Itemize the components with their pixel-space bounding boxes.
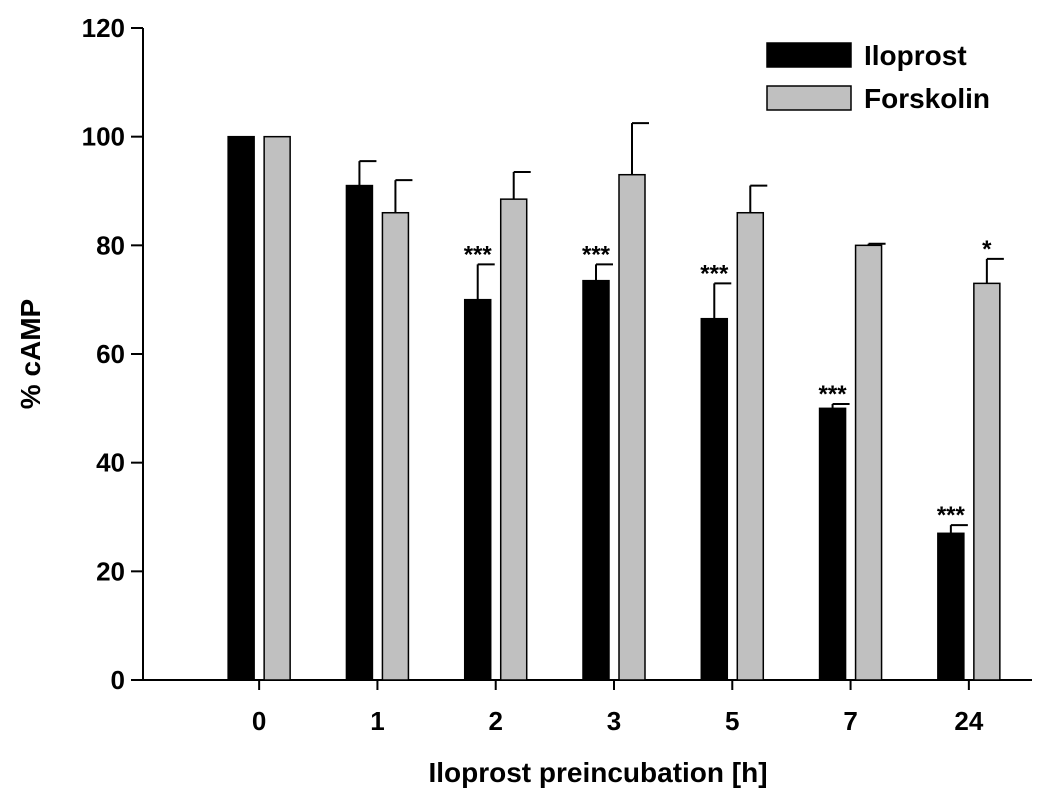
significance-layer: *** *************	[464, 236, 992, 529]
bar-iloprost-5	[700, 317, 729, 681]
legend-swatch-iloprost	[766, 42, 852, 68]
bar-iloprost-2	[463, 298, 492, 681]
bar-forskolin-24	[973, 282, 1001, 681]
legend-label-iloprost: Iloprost	[864, 40, 967, 71]
x-tick-label: 0	[252, 706, 266, 736]
x-tick-label: 7	[843, 706, 857, 736]
bar-forskolin-7	[854, 244, 883, 681]
x-tick-label: 5	[725, 706, 739, 736]
bar-forskolin-0	[263, 135, 291, 681]
significance-label: *	[982, 236, 992, 263]
bar-iloprost-1	[345, 184, 374, 681]
significance-label: ***	[582, 241, 611, 268]
bar-forskolin-2	[499, 198, 528, 681]
x-tick-label: 3	[607, 706, 621, 736]
error-bars-layer	[358, 122, 1004, 534]
axes-layer: 0 20 40 60 80 100 120 0 1 2 3 5 7 24	[82, 13, 1032, 736]
x-axis-title: Iloprost preincubation [h]	[428, 757, 767, 788]
bar-forskolin-5	[736, 211, 765, 681]
bar-forskolin-1	[381, 211, 410, 681]
legend-swatch-forskolin	[766, 85, 852, 111]
significance-label: ***	[937, 502, 966, 529]
significance-label: ***	[819, 381, 848, 408]
x-tick-label: 1	[370, 706, 384, 736]
x-tick-label: 24	[954, 706, 983, 736]
bar-iloprost-7	[818, 407, 847, 681]
legend-label-forskolin: Forskolin	[864, 83, 990, 114]
bar-iloprost-24	[937, 532, 965, 681]
significance-label: ***	[464, 241, 493, 268]
y-axis-title: % cAMP	[15, 299, 46, 409]
y-tick-label: 120	[82, 13, 125, 43]
legend: Iloprost Forskolin	[766, 40, 990, 114]
bar-forskolin-3	[618, 173, 646, 681]
x-tick-label: 2	[488, 706, 502, 736]
y-tick-label: 40	[96, 448, 125, 478]
y-tick-label: 100	[82, 122, 125, 152]
y-tick-label: 80	[96, 230, 125, 260]
bar-iloprost-0	[227, 135, 255, 681]
bars-layer	[227, 135, 1001, 681]
y-tick-label: 0	[111, 665, 125, 695]
y-tick-label: 60	[96, 339, 125, 369]
y-tick-label: 20	[96, 556, 125, 586]
significance-label: ***	[700, 260, 729, 287]
bar-iloprost-3	[582, 279, 610, 681]
